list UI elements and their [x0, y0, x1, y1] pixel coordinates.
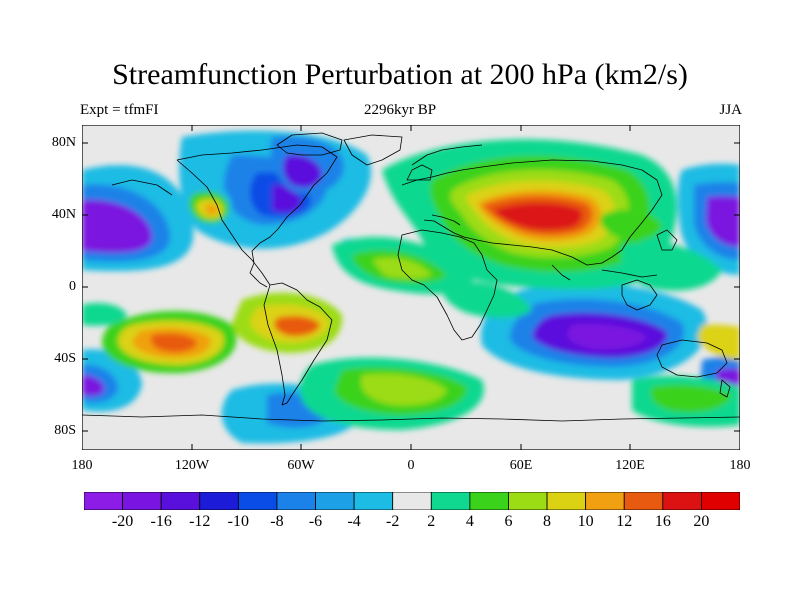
lat-label-40n: 40N [51, 207, 76, 222]
colorbar-box-3 [199, 492, 239, 510]
colorbar [84, 492, 740, 510]
lon-label-0: 0 [407, 458, 415, 473]
colorbar-box-4 [237, 492, 278, 510]
colorbar-box-2 [160, 492, 201, 510]
colorbar-box-7 [353, 492, 394, 510]
colorbar-box-1 [122, 492, 162, 510]
colorbar-label-14: 16 [654, 513, 671, 530]
lat-label-80s: 80S [54, 423, 76, 438]
experiment-label: Expt = tfmFI [80, 102, 159, 118]
lat-label-40s: 40S [54, 351, 76, 366]
colorbar-box-8 [392, 492, 432, 510]
map-panel [82, 125, 740, 450]
season-label: JJA [719, 102, 742, 118]
lon-label-120e: 120E [615, 458, 645, 473]
streamfunction-field [82, 125, 740, 450]
colorbar-label-15: 20 [693, 513, 710, 530]
colorbar-label-0: -20 [111, 513, 134, 530]
colorbar-label-3: -10 [227, 513, 249, 530]
colorbar-label-4: -8 [270, 513, 284, 530]
colorbar-box-0 [84, 492, 123, 510]
coastlines [82, 132, 740, 422]
colorbar-box-5 [276, 492, 316, 510]
colorbar-label-5: -6 [308, 513, 323, 530]
colorbar-box-6 [315, 492, 355, 510]
lon-label-120w: 120W [174, 458, 210, 473]
colorbar-box-10 [469, 492, 509, 510]
colorbar-box-13 [585, 492, 625, 510]
lat-label-80n: 80N [51, 135, 76, 150]
lon-label-180e: 180 [729, 458, 751, 473]
lon-label-180w: 180 [71, 458, 93, 473]
colorbar-label-12: 10 [577, 513, 594, 530]
axis-ticks [82, 125, 740, 450]
colorbar-box-9 [430, 492, 471, 510]
colorbar-label-9: 4 [465, 513, 474, 530]
colorbar-label-10: 6 [504, 513, 513, 530]
colorbar-label-8: 2 [427, 513, 436, 530]
colorbar-box-14 [623, 492, 664, 510]
colorbar-box-16 [701, 492, 740, 510]
lon-label-60w: 60W [287, 458, 315, 473]
colorbar-label-7: -2 [386, 513, 400, 530]
colorbar-label-1: -16 [150, 513, 172, 530]
colorbar-box-15 [662, 492, 702, 510]
lon-label-60e: 60E [509, 458, 533, 473]
lat-label-0: 0 [69, 279, 76, 294]
colorbar-label-6: -4 [347, 513, 361, 530]
colorbar-label-13: 12 [616, 513, 633, 530]
colorbar-box-11 [508, 492, 548, 510]
time-label: 2296kyr BP [363, 102, 437, 118]
colorbar-label-2: -12 [189, 513, 211, 530]
plot-title: Streamfunction Perturbation at 200 hPa (… [112, 58, 688, 91]
colorbar-label-11: 8 [543, 513, 552, 530]
colorbar-box-12 [546, 492, 587, 510]
